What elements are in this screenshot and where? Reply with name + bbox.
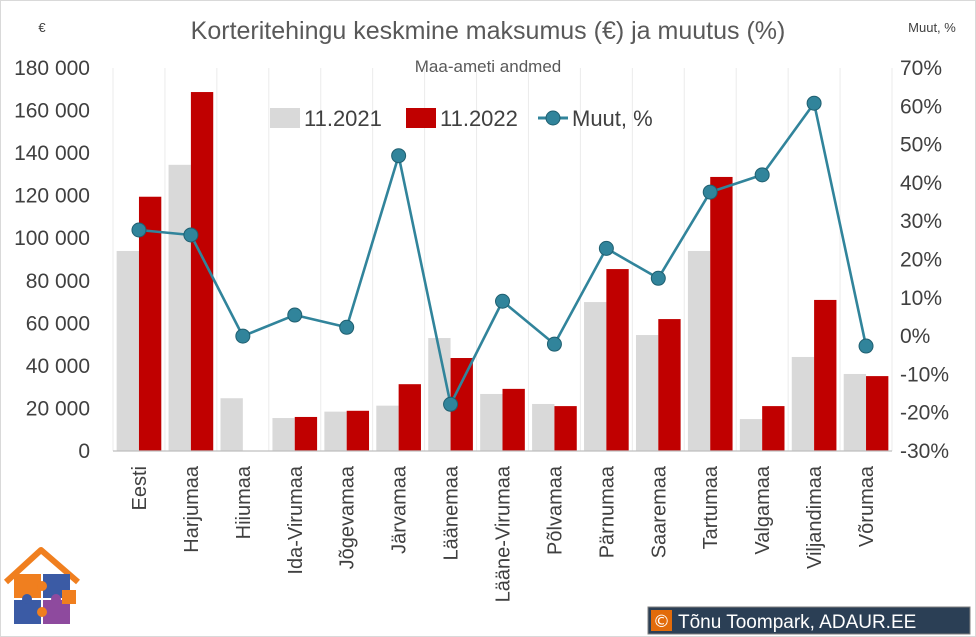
marker-muut [754,167,770,183]
bar-11-2022 [138,196,162,451]
marker-muut [339,319,355,335]
chart-title: Korteritehingu keskmine maksumus (€) ja … [191,17,786,45]
y-tick-label: 100 000 [14,227,90,250]
bar-11-2021 [687,250,711,451]
x-tick-label: Lääne-Virumaa [493,465,515,602]
bar-11-2021 [272,418,295,451]
bar-11-2022 [554,406,577,451]
y-tick-label: 140 000 [14,142,90,165]
bar-11-2021 [220,398,243,451]
y-tick-label: 160 000 [14,100,90,123]
y-axis-unit-label: € [38,20,46,35]
marker-muut [806,95,822,111]
x-tick-label: Eesti [129,466,151,510]
marker-muut [443,396,459,412]
y-tick-label: 0 [78,440,90,463]
y-tick-label: 20 000 [26,397,90,420]
legend-label-11-2022: 11.2022 [440,106,518,131]
marker-muut [183,227,199,243]
bar-11-2022 [658,319,681,451]
credit-text: Tõnu Toompark, ADAUR.EE [678,612,916,633]
copyright-symbol: © [653,612,670,632]
bar-11-2022 [398,384,421,451]
bar-11-2022 [294,416,318,451]
house-puzzle-icon [3,547,80,624]
y-tick-label: 80 000 [26,270,90,293]
y2-tick-label: -10% [900,363,949,386]
legend-swatch-11-2022 [406,108,436,128]
marker-muut [131,222,147,238]
marker-muut [598,240,614,256]
bar-11-2021 [428,338,451,451]
bar-11-2021 [116,250,139,451]
bar-11-2021 [843,373,867,451]
y2-tick-label: 0% [900,325,930,348]
marker-muut [287,307,303,323]
y-tick-label: 120 000 [14,185,90,208]
legend-swatch-11-2021 [270,108,300,128]
bar-11-2021 [324,411,347,451]
bar-11-2021 [739,419,763,451]
x-tick-label: Valgamaa [752,465,774,554]
x-tick-label: Võrumaa [856,465,878,547]
y2-tick-label: 40% [900,172,942,195]
x-tick-label: Põlvamaa [544,465,566,555]
marker-muut [546,336,562,352]
plot-area: 0 20 000 40 000 60 000 80 000 100 000 120 000 1… [14,57,949,602]
marker-muut [391,148,407,164]
legend-label-muut: Muut, % [572,106,653,131]
y2-tick-label: -30% [900,440,949,463]
x-tick-label: Saaremaa [648,465,670,558]
bar-11-2021 [376,405,399,451]
bar-11-2022 [606,269,629,451]
marker-muut [495,293,510,309]
credit-box: © Tõnu Toompark, ADAUR.EE [647,606,971,635]
legend-label-11-2021: 11.2021 [304,106,382,131]
bar-11-2022 [814,299,837,451]
bar-11-2022 [866,376,889,451]
x-tick-label: Järvamaa [389,465,411,554]
bar-11-2022 [502,388,525,451]
bar-11-2021 [532,403,555,451]
y-tick-label: 180 000 [14,57,90,80]
y2-tick-label: 60% [900,95,942,118]
x-tick-label: Pärnumaa [596,465,618,558]
y2-tick-label: 10% [900,287,942,310]
marker-muut [858,338,874,354]
y2-tick-label: -20% [900,402,949,425]
x-tick-label: Viljandimaa [804,465,826,569]
marker-muut [235,328,251,344]
bar-11-2022 [450,358,473,451]
legend-marker-muut [545,110,561,126]
bar-11-2022 [190,92,214,452]
x-tick-label: Ida-Virumaa [285,465,307,574]
x-tick-label: Jõgevamaa [337,465,359,569]
marker-muut [702,184,718,200]
y2-tick-label: 70% [900,57,942,80]
y2-axis-unit-label: Muut, % [908,20,956,35]
marker-muut [650,270,666,286]
credit-background [647,606,971,635]
bar-11-2021 [584,302,607,451]
x-tick-label: Läänemaa [441,465,463,560]
copyright-badge [651,610,672,631]
bar-11-2021 [168,164,191,451]
bar-11-2022 [762,406,785,451]
y2-tick-label: 20% [900,249,942,272]
y-tick-label: 40 000 [26,355,90,378]
x-tick-label: Harjumaa [181,465,203,553]
y-tick-label: 60 000 [26,312,90,335]
y2-tick-label: 30% [900,210,942,233]
bar-11-2022 [346,410,370,451]
bar-11-2021 [791,356,815,451]
bar-11-2021 [635,335,659,451]
y2-tick-label: 50% [900,134,942,157]
x-tick-label: Hiiumaa [233,465,255,539]
bar-11-2021 [480,393,503,451]
x-tick-label: Tartumaa [700,465,722,549]
chart-subtitle: Maa-ameti andmed [415,57,561,76]
legend: 11.2021 11.2022 Muut, % [270,106,653,131]
bar-11-2022 [710,176,733,452]
